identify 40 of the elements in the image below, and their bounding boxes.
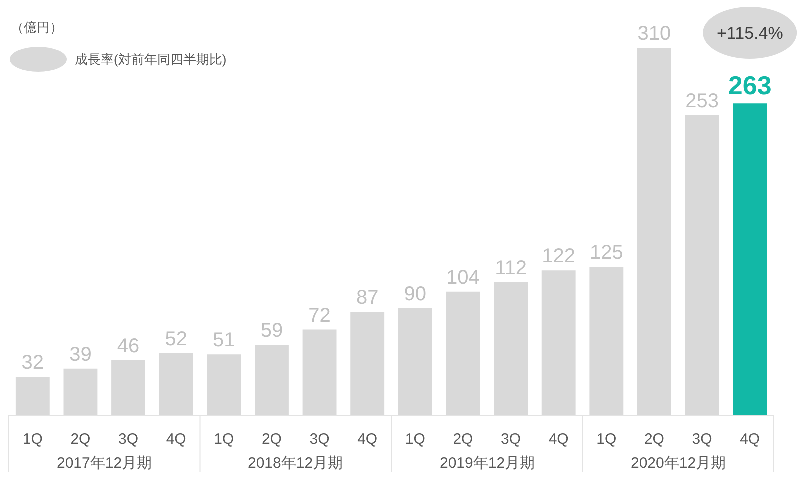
y-axis-title: （億円） (11, 20, 63, 35)
x-tick-label: 4Q (166, 431, 186, 448)
data-label: 122 (542, 246, 576, 268)
data-label: 112 (495, 257, 527, 280)
data-label: 263 (728, 70, 772, 101)
x-tick-label: 1Q (22, 431, 43, 448)
x-tick-label: 2Q (70, 431, 91, 448)
x-tick-label: 4Q (740, 431, 760, 448)
data-label: 39 (70, 344, 92, 366)
data-label: 87 (356, 287, 379, 309)
text: +115.4% (717, 24, 784, 43)
bar (733, 104, 768, 415)
x-tick-label: 3Q (501, 431, 522, 448)
data-label: 72 (308, 304, 331, 327)
text: 2018年12月期 (248, 455, 344, 472)
text: 2020年12月期 (631, 455, 726, 472)
data-label: 52 (165, 328, 188, 350)
legend-title: 成長率(対前年同四半期比) (75, 52, 227, 67)
x-tick-label: 2Q (644, 431, 664, 448)
data-label: 125 (590, 242, 624, 264)
x-tick-label: 3Q (118, 431, 139, 448)
data-label: 90 (404, 283, 427, 306)
x-tick-label: 1Q (405, 431, 426, 448)
x-tick-label: 1Q (214, 431, 234, 448)
text: 2017年12月期 (57, 455, 152, 472)
text: 2019年12月期 (440, 455, 536, 472)
data-label: 253 (686, 90, 719, 112)
data-label: 310 (638, 23, 672, 45)
data-label: 32 (22, 352, 44, 374)
data-label: 46 (117, 336, 140, 358)
x-tick-label: 4Q (548, 431, 569, 448)
x-tick-label: 2Q (453, 431, 474, 448)
x-tick-label: 1Q (596, 431, 617, 448)
data-label: 51 (213, 330, 236, 352)
x-tick-label: 3Q (692, 431, 712, 448)
data-label: 59 (260, 320, 284, 342)
x-tick-label: 3Q (310, 431, 330, 448)
data-label: 104 (446, 266, 480, 289)
x-tick-label: 2Q (262, 431, 282, 448)
x-tick-label: 4Q (358, 431, 378, 448)
